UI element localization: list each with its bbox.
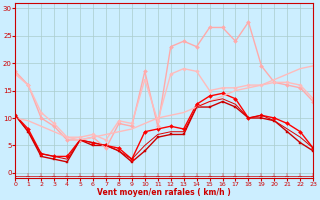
X-axis label: Vent moyen/en rafales ( km/h ): Vent moyen/en rafales ( km/h ) xyxy=(97,188,231,197)
